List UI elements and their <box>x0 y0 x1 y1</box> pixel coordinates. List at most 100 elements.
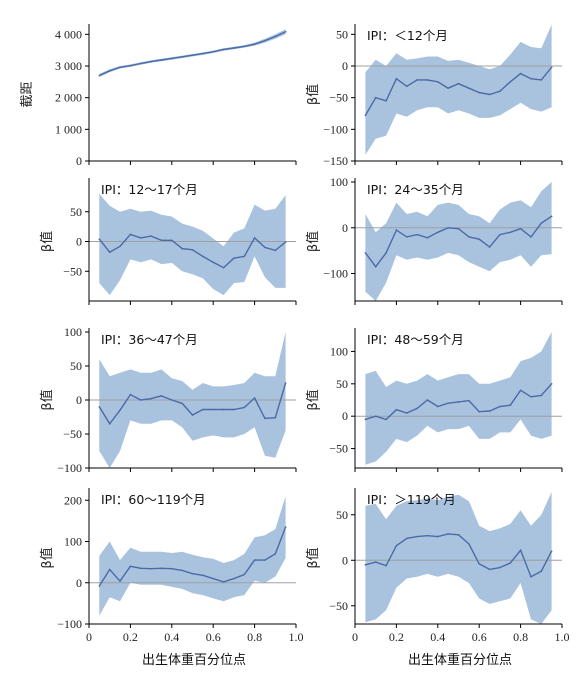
data-point <box>374 96 377 99</box>
y-tick-label: 0 <box>76 154 82 168</box>
data-point <box>129 565 132 568</box>
data-point <box>426 534 429 537</box>
data-point <box>139 567 142 570</box>
y-axis-label: β值 <box>305 547 321 568</box>
y-tick-label: 100 <box>330 344 348 358</box>
data-point <box>385 564 387 567</box>
confidence-band <box>365 492 552 624</box>
confidence-band <box>365 332 552 465</box>
data-point <box>212 261 214 264</box>
y-tick-label: −50 <box>329 599 348 613</box>
data-point <box>416 233 418 236</box>
data-point <box>385 252 387 254</box>
y-tick-label: 200 <box>64 493 82 507</box>
data-point <box>171 399 173 401</box>
y-tick-label: 0 <box>342 221 348 235</box>
data-point <box>478 563 481 565</box>
panel-6: −100 0 100 200 0 0.2 0.4 0.6 0.8 1.0 β值 IPI：60～119个… <box>39 488 304 644</box>
data-point <box>385 418 387 421</box>
data-point <box>253 559 256 561</box>
data-point <box>181 56 183 58</box>
y-tick-label: 100 <box>64 535 82 549</box>
data-point <box>499 233 501 236</box>
data-point <box>468 399 470 402</box>
data-point <box>222 581 225 583</box>
data-point <box>274 35 277 38</box>
y-axis-label: β值 <box>305 231 321 252</box>
panel-4: −100 −50 0 50 100 β值 IPI：36～47个月 <box>39 325 297 475</box>
data-point <box>233 577 235 580</box>
confidence-band <box>99 193 286 296</box>
x-tick-label: 0.8 <box>247 630 262 644</box>
data-point <box>509 81 512 83</box>
y-tick-label: 4 000 <box>55 27 82 41</box>
data-point <box>374 561 377 563</box>
data-point <box>385 100 387 102</box>
data-point <box>395 408 398 411</box>
data-point <box>499 566 501 569</box>
data-point <box>457 227 460 230</box>
confidence-band <box>99 29 286 78</box>
data-point <box>509 562 512 564</box>
data-point <box>437 231 439 234</box>
y-axis-label: β值 <box>305 389 321 410</box>
data-point <box>426 399 429 401</box>
data-point <box>395 229 398 231</box>
data-point <box>457 82 460 85</box>
data-point <box>253 237 256 239</box>
data-point <box>222 266 225 269</box>
confidence-band <box>99 496 286 616</box>
data-point <box>233 408 235 411</box>
data-point <box>468 87 470 89</box>
y-tick-label: 1 000 <box>55 122 82 136</box>
panel-title: IPI：＜12个月 <box>367 28 448 43</box>
y-axis-label: β值 <box>305 84 321 105</box>
data-point <box>222 408 225 411</box>
data-point <box>274 249 277 252</box>
data-point <box>457 533 460 536</box>
data-point <box>191 572 194 575</box>
data-point <box>550 66 553 69</box>
panel-0: 0 1 000 2 000 3 000 4 000 截距 <box>20 24 297 168</box>
data-point <box>222 48 225 51</box>
data-point <box>519 389 522 392</box>
data-point <box>129 64 132 67</box>
y-tick-label: 50 <box>336 508 348 522</box>
data-point <box>98 406 101 408</box>
data-point <box>519 227 522 230</box>
data-point <box>530 236 532 238</box>
data-point <box>468 236 470 238</box>
y-tick-label: 100 <box>64 325 82 339</box>
data-point <box>395 77 398 80</box>
y-tick-label: −100 <box>57 617 82 631</box>
data-point <box>540 222 543 224</box>
y-tick-label: −100 <box>57 461 82 475</box>
data-point <box>437 405 439 408</box>
data-point <box>119 409 121 412</box>
y-tick-label: 50 <box>70 359 82 373</box>
data-point <box>488 246 491 248</box>
data-point <box>202 255 204 258</box>
panel-7: −50 0 50 0 0.2 0.4 0.6 0.8 1.0 β值 IPI：＞119个月 <box>305 488 570 644</box>
y-tick-label: 0 <box>342 553 348 567</box>
data-point <box>150 235 152 237</box>
data-point <box>364 252 367 254</box>
data-point <box>160 395 163 397</box>
data-point <box>160 59 163 61</box>
data-point <box>191 414 194 416</box>
y-axis-label: β值 <box>39 231 55 252</box>
y-axis-label: 截距 <box>20 81 35 107</box>
data-point <box>139 399 142 401</box>
data-point <box>150 567 152 570</box>
data-point <box>416 407 418 410</box>
x-axis-label-left: 出生体重百分位点 <box>142 652 246 668</box>
data-point <box>550 550 553 552</box>
data-point <box>139 62 142 65</box>
data-point <box>233 47 235 49</box>
data-point <box>274 553 277 555</box>
data-point <box>264 39 266 42</box>
data-point <box>447 87 449 89</box>
data-point <box>243 573 246 576</box>
y-tick-label: 0 <box>76 576 82 590</box>
data-point <box>98 585 101 587</box>
